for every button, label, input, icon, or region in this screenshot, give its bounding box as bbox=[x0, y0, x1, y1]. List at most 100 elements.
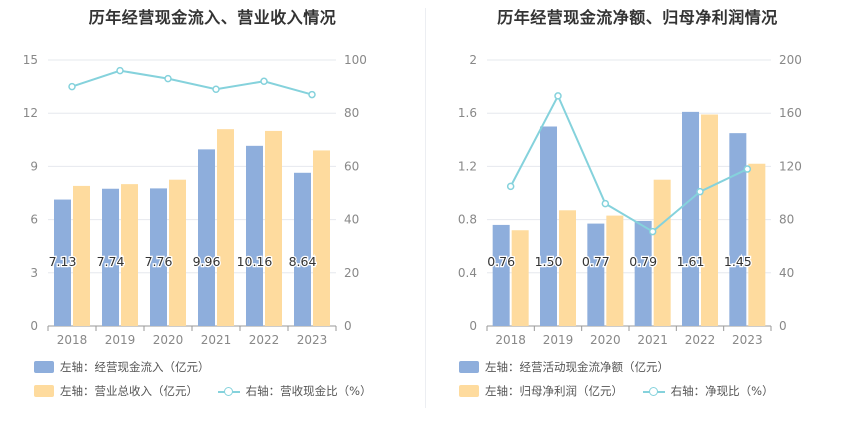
bar-value-label: 9.96 bbox=[193, 254, 221, 269]
legend-label: 右轴：净现比（%） bbox=[670, 384, 774, 398]
chart-title: 历年经营现金流入、营业收入情况 bbox=[88, 8, 337, 27]
y-axis-right-tick-label: 40 bbox=[344, 213, 359, 227]
bar-series-1 bbox=[634, 220, 652, 326]
bar-series-2 bbox=[653, 179, 671, 326]
x-axis-tick-label: 2018 bbox=[57, 333, 88, 347]
line-point bbox=[116, 66, 124, 75]
x-axis-tick-label: 2018 bbox=[495, 333, 526, 347]
y-axis-right-tick-label: 60 bbox=[344, 159, 359, 173]
y-axis-right-tick-label: 40 bbox=[779, 266, 794, 280]
x-axis-tick-label: 2023 bbox=[297, 333, 328, 347]
y-axis-left-tick-label: 1.2 bbox=[458, 159, 477, 173]
bar-value-label: 1.61 bbox=[677, 254, 705, 269]
x-axis-tick-label: 2019 bbox=[105, 333, 136, 347]
legend-swatch bbox=[459, 385, 479, 397]
legend: 左轴：营业总收入（亿元） 右轴：营收现金比（%） bbox=[34, 383, 388, 400]
bar-value-label: 0.76 bbox=[487, 254, 515, 269]
bar-series-1 bbox=[198, 149, 215, 326]
chart-plot-area: 0 0.4 0.8 1.2 1.6 2 0 40 80 120 160 200 0.76 2018 1.50… bbox=[458, 53, 802, 347]
y-axis-right-tick-label: 80 bbox=[344, 106, 359, 120]
x-axis-tick-label: 2019 bbox=[543, 333, 574, 347]
chart-panel-net-cash-flow: 历年经营现金流净额、归母净利润情况 0 0.4 0.8 1.2 1.6 2 0 40 80 120… bbox=[425, 0, 850, 436]
bar-series-1 bbox=[294, 172, 311, 326]
bar-value-label: 7.13 bbox=[49, 254, 77, 269]
legend: 左轴：归母净利润（亿元） 右轴：净现比（%） bbox=[459, 383, 790, 400]
bar-series-2 bbox=[701, 114, 718, 326]
panel-divider bbox=[425, 8, 426, 408]
y-axis-left-tick-label: 12 bbox=[23, 106, 38, 120]
bar-series-2 bbox=[511, 230, 529, 326]
bar-series-1 bbox=[492, 224, 510, 326]
legend-swatch bbox=[34, 361, 54, 373]
bar-series-2 bbox=[748, 163, 766, 326]
chart-panel-cash-inflow: 历年经营现金流入、营业收入情况 0 3 6 9 12 15 0 20 40 60 80 100 7.13… bbox=[23, 8, 388, 400]
legend-label: 左轴：经营现金流入（亿元） bbox=[60, 360, 210, 374]
line-point bbox=[696, 187, 704, 196]
legend-item-net-cash-flow[interactable]: 左轴：经营活动现金流净额（亿元） bbox=[459, 359, 669, 375]
line-point bbox=[743, 165, 752, 173]
bar-value-label: 0.79 bbox=[629, 254, 657, 269]
bar-value-label: 10.16 bbox=[237, 254, 273, 269]
legend-label: 左轴：归母净利润（亿元） bbox=[485, 384, 623, 398]
bar-series-1 bbox=[246, 145, 263, 326]
bar-series-1 bbox=[54, 199, 71, 326]
bar-series-2 bbox=[313, 150, 330, 326]
bar-series-1 bbox=[540, 126, 557, 326]
bar-series-2 bbox=[265, 130, 282, 326]
x-axis-tick-label: 2021 bbox=[201, 333, 232, 347]
legend: 左轴：经营现金流入（亿元） bbox=[34, 359, 226, 376]
bar-series-2 bbox=[559, 210, 576, 326]
bar-series-1 bbox=[102, 188, 119, 326]
line-point bbox=[212, 85, 220, 94]
y-axis-right-tick-label: 80 bbox=[779, 213, 794, 227]
y-axis-left-tick-label: 6 bbox=[30, 213, 38, 227]
legend-label: 左轴：经营活动现金流净额（亿元） bbox=[485, 360, 669, 374]
bar-value-label: 7.74 bbox=[97, 254, 125, 269]
y-axis-right-tick-label: 200 bbox=[779, 53, 802, 67]
bar-value-label: 1.45 bbox=[724, 254, 752, 269]
bar-series-2 bbox=[217, 129, 234, 326]
y-axis-left-tick-label: 1.6 bbox=[458, 106, 477, 120]
line-point bbox=[554, 92, 562, 100]
line-point bbox=[506, 182, 515, 191]
legend-item-cash-inflow[interactable]: 左轴：经营现金流入（亿元） bbox=[34, 359, 210, 375]
line-point bbox=[308, 90, 316, 99]
y-axis-right-tick-label: 20 bbox=[344, 266, 359, 280]
bar-value-label: 0.77 bbox=[582, 254, 610, 269]
bar-series-1 bbox=[587, 223, 605, 326]
legend-item-revenue[interactable]: 左轴：营业总收入（亿元） bbox=[34, 383, 198, 399]
legend-label: 左轴：营业总收入（亿元） bbox=[60, 384, 198, 398]
legend-swatch bbox=[34, 385, 54, 397]
bar-series-1 bbox=[682, 111, 699, 327]
legend-item-net-profit[interactable]: 左轴：归母净利润（亿元） bbox=[459, 383, 623, 399]
line-series bbox=[71, 69, 313, 96]
legend-swatch bbox=[459, 361, 479, 373]
legend-line-swatch bbox=[217, 385, 240, 397]
y-axis-right-tick-label: 0 bbox=[344, 319, 352, 333]
x-axis-tick-label: 2020 bbox=[153, 333, 184, 347]
bar-value-label: 1.50 bbox=[535, 254, 563, 269]
bar-series-2 bbox=[169, 179, 186, 326]
x-axis-tick-label: 2022 bbox=[249, 333, 280, 347]
y-axis-left-tick-label: 0.8 bbox=[458, 213, 477, 227]
bar-series-2 bbox=[606, 215, 624, 326]
chart-plot-area: 0 3 6 9 12 15 0 20 40 60 80 100 7.13 2018 7.74 2019 7.76… bbox=[23, 53, 367, 347]
y-axis-right-tick-label: 120 bbox=[779, 159, 802, 173]
y-axis-left-tick-label: 9 bbox=[30, 159, 38, 173]
y-axis-left-tick-label: 2 bbox=[469, 53, 477, 67]
line-point bbox=[68, 82, 76, 91]
bar-series-1 bbox=[150, 188, 167, 326]
y-axis-right-tick-label: 160 bbox=[779, 106, 802, 120]
y-axis-right-tick-label: 100 bbox=[344, 53, 367, 67]
legend-item-net-cash-ratio[interactable]: 右轴：净现比（%） bbox=[642, 383, 774, 399]
legend-line-swatch bbox=[642, 385, 665, 397]
chart-title: 历年经营现金流净额、归母净利润情况 bbox=[497, 8, 778, 27]
x-axis-tick-label: 2020 bbox=[590, 333, 621, 347]
x-axis-tick-label: 2022 bbox=[685, 333, 716, 347]
x-axis-tick-label: 2023 bbox=[732, 333, 763, 347]
legend-item-cash-revenue-ratio[interactable]: 右轴：营收现金比（%） bbox=[217, 383, 372, 399]
line-point bbox=[164, 74, 172, 83]
y-axis-left-tick-label: 0.4 bbox=[458, 266, 477, 280]
y-axis-left-tick-label: 0 bbox=[30, 319, 38, 333]
bar-value-label: 8.64 bbox=[289, 254, 317, 269]
